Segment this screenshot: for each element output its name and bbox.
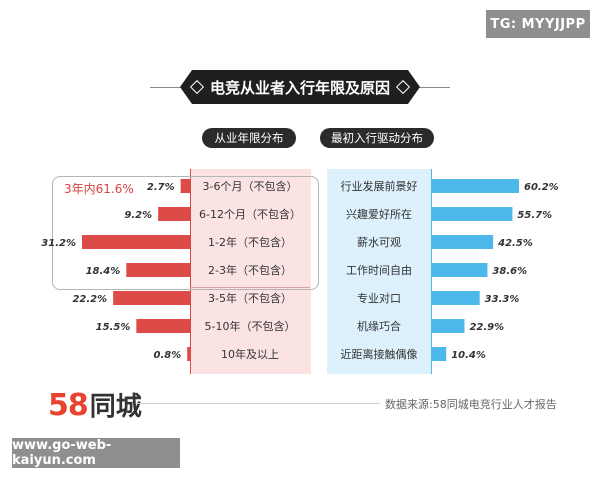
left-bar — [180, 179, 190, 193]
watermark-top: TG: MYYJJPP — [486, 10, 590, 38]
right-category-label: 兴趣爱好所在 — [346, 207, 412, 221]
watermark-bottom: www.go-web-kaiyun.com — [12, 438, 180, 468]
title-divider-left — [150, 87, 182, 88]
right-bar — [431, 263, 488, 277]
right-bar — [431, 235, 494, 249]
source-divider — [136, 403, 380, 404]
left-bar — [82, 235, 190, 249]
left-category-label: 3-6个月（不包含） — [203, 179, 298, 193]
right-category-label: 行业发展前景好 — [341, 179, 418, 193]
right-value-label: 33.3% — [485, 294, 520, 305]
left-bar — [158, 207, 190, 221]
right-bar — [431, 319, 465, 333]
left-bar — [126, 263, 190, 277]
right-bar — [431, 291, 480, 305]
right-value-label: 42.5% — [497, 238, 533, 249]
right-value-label: 22.9% — [469, 322, 504, 333]
left-bar — [113, 291, 190, 305]
left-category-label: 3-5年（不包含） — [208, 291, 292, 305]
left-category-panel — [190, 169, 311, 374]
right-bar — [431, 207, 513, 221]
left-bar — [136, 319, 190, 333]
left-value-label: 0.8% — [153, 350, 181, 361]
left-bar — [187, 347, 190, 361]
left-category-label: 10年及以上 — [221, 347, 279, 361]
right-value-label: 60.2% — [524, 182, 559, 193]
right-category-label: 工作时间自由 — [346, 263, 412, 277]
three-year-group-label: 3年内61.6% — [62, 180, 136, 197]
right-category-label: 机缘巧合 — [357, 319, 401, 333]
right-chart-title: 最初入行驱动分布 — [320, 128, 434, 148]
chart-title-banner: 电竞从业者入行年限及原因 — [180, 70, 420, 104]
logo-number: 58 — [48, 388, 89, 423]
source-note: 数据来源:58同城电竞行业人才报告 — [385, 398, 557, 411]
three-year-group-box — [52, 176, 319, 290]
left-chart-title: 从业年限分布 — [202, 128, 296, 148]
right-category-label: 薪水可观 — [357, 236, 401, 249]
left-value-label: 9.2% — [124, 210, 152, 221]
left-value-label: 18.4% — [86, 266, 121, 277]
right-bar — [431, 179, 519, 193]
right-bar — [431, 347, 447, 361]
group-separator — [190, 287, 310, 288]
left-category-label: 2-3年（不包含） — [208, 263, 292, 277]
left-value-label: 2.7% — [147, 182, 175, 193]
right-category-label: 近距离接触偶像 — [341, 347, 418, 361]
left-category-label: 5-10年（不包含） — [205, 319, 296, 333]
left-value-label: 31.2% — [41, 238, 76, 249]
chart-title: 电竞从业者入行年限及原因 — [209, 78, 390, 97]
right-value-label: 55.7% — [517, 210, 552, 221]
logo-text: 同城 — [89, 392, 142, 422]
right-category-label: 专业对口 — [357, 291, 401, 305]
left-value-label: 15.5% — [96, 322, 131, 333]
left-category-label: 6-12个月（不包含） — [199, 207, 301, 221]
right-value-label: 38.6% — [492, 266, 527, 277]
left-category-label: 1-2年（不包含） — [208, 235, 292, 249]
right-value-label: 10.4% — [451, 350, 486, 361]
title-divider-right — [418, 87, 450, 88]
logo: 58 同城 — [48, 386, 142, 423]
left-value-label: 22.2% — [72, 294, 107, 305]
